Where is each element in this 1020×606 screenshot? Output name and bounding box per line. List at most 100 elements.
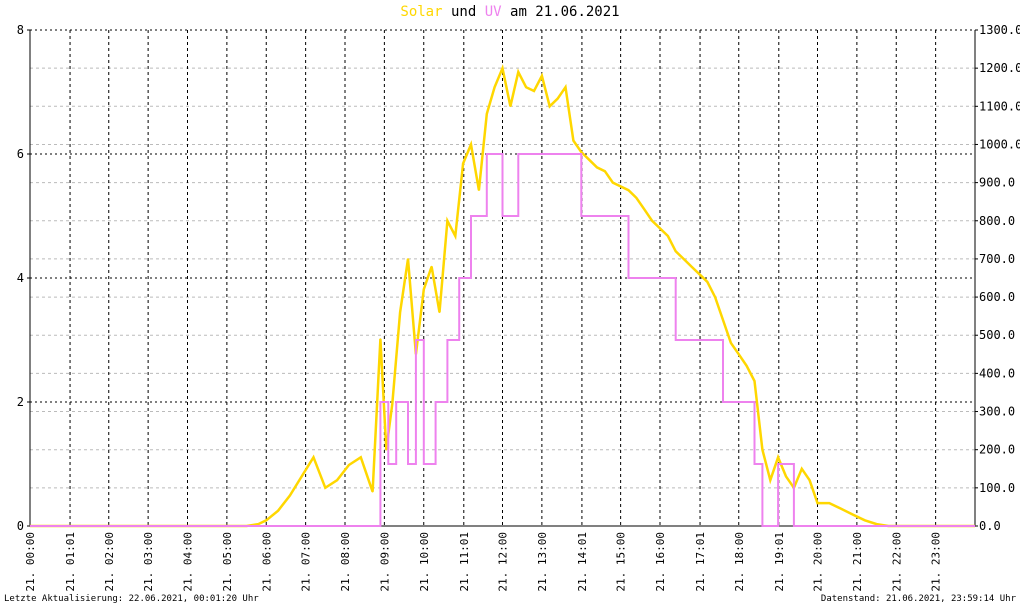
data-point-solar (454, 235, 457, 237)
data-point-uv (423, 463, 425, 465)
data-point-uv (434, 401, 437, 403)
y-left-tick-label: 8 (17, 23, 24, 37)
data-point-uv (470, 215, 472, 217)
title-und: und (450, 4, 477, 20)
data-point-solar (769, 479, 772, 482)
data-point-solar (722, 319, 724, 321)
data-point-uv (446, 401, 449, 403)
y-right-tick-label: 1000.0 (979, 137, 1020, 151)
series-line-uv (30, 153, 975, 527)
data-point-solar (509, 105, 512, 108)
data-point-uv (387, 401, 390, 403)
x-tick-label: 21. 14:01 (576, 532, 589, 592)
data-point-solar (580, 151, 583, 153)
data-point-solar (470, 143, 472, 146)
y-right-tick-label: 1200.0 (979, 61, 1020, 75)
data-point-uv (777, 463, 779, 465)
data-point-solar (493, 86, 496, 88)
x-tick-label: 21. 15:00 (615, 532, 628, 592)
data-point-uv (379, 401, 382, 403)
data-point-uv (738, 401, 740, 403)
data-point-solar (486, 113, 488, 115)
data-point-uv (761, 525, 764, 527)
data-point-solar (385, 448, 388, 451)
x-tick-label: 21. 03:00 (142, 532, 155, 592)
data-point-solar (635, 197, 638, 199)
data-point-uv (387, 463, 390, 465)
data-point-solar (588, 158, 590, 161)
x-tick-label: 21. 08:00 (339, 532, 352, 592)
data-point-uv (706, 339, 709, 341)
x-tick-label: 21. 07:00 (300, 532, 313, 592)
data-point-solar (407, 258, 409, 260)
x-tick-label: 21. 04:00 (182, 532, 195, 592)
x-tick-label: 21. 06:00 (260, 532, 273, 592)
data-point-solar (730, 342, 732, 344)
data-point-uv (761, 463, 764, 465)
x-tick-label: 21. 11:01 (458, 532, 471, 592)
y-right-tick-label: 300.0 (979, 405, 1015, 419)
data-point-solar (674, 250, 677, 253)
x-tick-label: 21. 13:00 (536, 532, 549, 592)
data-point-uv (564, 153, 567, 155)
data-point-solar (541, 75, 543, 77)
data-point-uv (486, 153, 488, 155)
data-point-solar (300, 475, 303, 478)
data-point-uv (470, 277, 472, 279)
footer-data-status: Datenstand: 21.06.2021, 23:59:14 Uhr (820, 594, 1016, 604)
data-point-uv (407, 463, 409, 465)
data-point-solar (777, 456, 779, 459)
data-point-solar (651, 220, 653, 222)
x-tick-label: 21. 09:00 (378, 532, 391, 592)
data-point-uv (627, 277, 630, 279)
data-point-uv (596, 215, 598, 217)
data-point-uv (533, 153, 535, 155)
data-point-solar (391, 403, 394, 405)
y-left-tick-label: 4 (17, 271, 24, 285)
data-point-solar (564, 86, 567, 88)
data-point-solar (438, 311, 441, 314)
x-tick-label: 21. 17:01 (694, 532, 707, 592)
data-point-solar (423, 288, 425, 291)
data-point-solar (525, 86, 527, 88)
x-tick-label: 21. 20:00 (812, 532, 825, 592)
data-point-solar (430, 265, 433, 268)
data-point-solar (556, 97, 559, 100)
data-point-solar (753, 380, 756, 382)
data-point-solar (667, 235, 669, 237)
data-point-solar (643, 208, 646, 211)
footer-last-update: Letzte Aktualisierung: 22.06.2021, 00:01… (4, 594, 259, 604)
x-tick-label: 21. 02:00 (103, 532, 116, 592)
data-point-solar (875, 523, 878, 525)
y-right-tick-label: 700.0 (979, 252, 1015, 266)
y-right-tick-label: 100.0 (979, 481, 1015, 495)
data-point-solar (738, 353, 740, 356)
y-right-tick-label: 600.0 (979, 290, 1015, 304)
data-point-solar (808, 479, 811, 482)
y-right-tick-label: 900.0 (979, 176, 1015, 190)
y-right-tick-label: 400.0 (979, 366, 1015, 380)
data-point-solar (478, 189, 480, 191)
series (29, 63, 976, 528)
data-point-uv (793, 525, 795, 527)
data-point-solar (816, 502, 819, 504)
data-point-solar (612, 181, 614, 184)
data-point-uv (395, 401, 398, 403)
data-point-solar (682, 258, 685, 260)
data-point-solar (604, 170, 606, 172)
y-right-tick-label: 500.0 (979, 328, 1015, 342)
data-point-solar (399, 311, 401, 314)
data-point-solar (277, 509, 279, 512)
y-right-tick-label: 1300.0 (979, 23, 1020, 37)
data-point-solar (864, 519, 866, 522)
data-point-solar (533, 90, 535, 92)
data-point-uv (458, 277, 461, 279)
data-point-solar (596, 166, 598, 169)
data-point-solar (548, 105, 551, 108)
data-point-solar (289, 494, 291, 497)
data-point-solar (659, 227, 661, 230)
y-left-tick-label: 6 (17, 147, 24, 161)
y-left-tick-label: 0 (17, 519, 24, 533)
data-point-uv (501, 153, 504, 155)
